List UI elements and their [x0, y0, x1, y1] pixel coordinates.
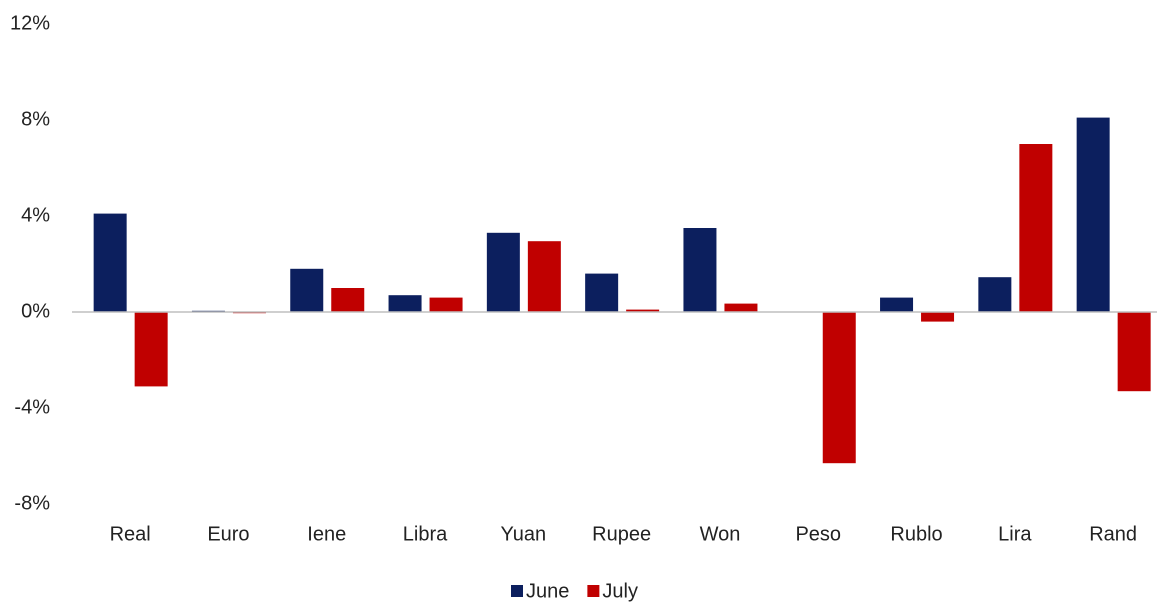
x-tick-label: Real	[110, 523, 151, 545]
legend-label: July	[602, 580, 638, 602]
x-tick-label: Won	[700, 523, 741, 545]
bar	[585, 273, 619, 312]
x-tick-label: Lira	[998, 523, 1032, 545]
y-tick-label: -4%	[14, 396, 50, 418]
x-tick-label: Rupee	[592, 523, 651, 545]
bar	[134, 312, 168, 387]
bar	[331, 288, 365, 312]
x-tick-label: Libra	[403, 523, 448, 545]
bar	[822, 312, 856, 464]
bar	[880, 297, 914, 312]
bar	[486, 232, 520, 312]
legend-swatch	[587, 585, 600, 597]
y-tick-label: 12%	[10, 12, 50, 34]
bar	[527, 241, 561, 312]
bar	[1019, 144, 1053, 312]
legend-label: June	[526, 580, 569, 602]
bar	[1076, 117, 1110, 312]
bar	[429, 297, 463, 312]
x-tick-label: Yuan	[501, 523, 547, 545]
bar	[921, 312, 955, 322]
bar	[388, 295, 422, 312]
x-tick-label: Rublo	[890, 523, 942, 545]
legend-swatch	[511, 585, 523, 597]
y-tick-label: 4%	[21, 204, 50, 226]
x-tick-label: Iene	[307, 523, 346, 545]
bar	[978, 277, 1012, 312]
x-tick-label: Euro	[207, 523, 249, 545]
y-tick-label: 8%	[21, 108, 50, 130]
bar	[290, 268, 324, 312]
bar	[626, 309, 660, 312]
bar	[724, 303, 758, 312]
y-tick-label: 0%	[21, 300, 50, 322]
x-tick-label: Rand	[1089, 523, 1137, 545]
bar	[683, 228, 717, 312]
bar	[1117, 312, 1151, 392]
bar	[93, 213, 127, 312]
y-tick-label: -8%	[14, 492, 50, 514]
x-tick-label: Peso	[795, 523, 841, 545]
